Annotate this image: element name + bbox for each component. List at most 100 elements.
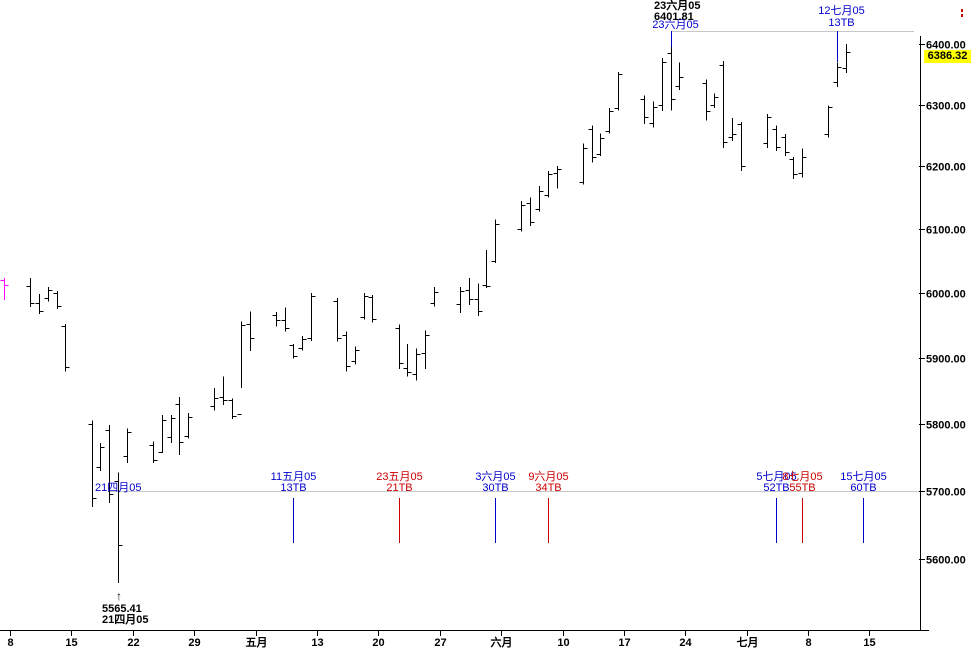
chart-label: 五月 — [246, 636, 268, 648]
ohlc-bars — [0, 42, 851, 583]
ohlc-bar — [105, 424, 114, 503]
ohlc-bar — [228, 398, 237, 420]
chart-label: 55TB — [789, 482, 815, 494]
chart-label: 六月 — [491, 635, 513, 648]
chart-label: 22 — [127, 637, 139, 648]
chart-label: 15 — [65, 637, 77, 648]
ohlc-bar — [474, 283, 483, 317]
chart-label: 5800.00 — [926, 420, 966, 432]
chart-label: 6200.00 — [926, 162, 966, 174]
chart-label: 8 — [805, 637, 811, 648]
ohlc-bar — [781, 134, 790, 156]
ohlc-bar — [763, 113, 772, 148]
chart-label: 27 — [434, 637, 446, 648]
ohlc-bar — [430, 287, 439, 307]
ohlc-bar — [333, 298, 342, 342]
chart-label: 5900.00 — [926, 354, 966, 366]
chart-label: 13 — [311, 637, 323, 648]
ohlc-bar — [789, 157, 798, 179]
chart-label: 60TB — [850, 482, 876, 494]
ohlc-bar — [114, 472, 123, 583]
ohlc-bar — [53, 290, 62, 310]
ohlc-bar — [614, 71, 623, 111]
ohlc-bar — [588, 125, 597, 163]
ohlc-bar — [26, 278, 35, 308]
ohlc-bar — [737, 121, 746, 171]
chart-label: 6400.00 — [926, 40, 966, 52]
low-annotation-date: 21四月05 — [102, 614, 149, 626]
ohlc-bar — [360, 292, 369, 320]
chart-label: 12七月05 — [818, 4, 864, 17]
chart-label: 21TB — [386, 482, 412, 494]
ohlc-bar — [0, 278, 9, 300]
ohlc-bar — [298, 336, 307, 351]
chart-label: 15 — [863, 637, 875, 648]
chart-label: 23五月05 — [376, 471, 422, 483]
chart-label: 29 — [188, 637, 200, 648]
chart-label: 10 — [557, 637, 569, 648]
chart-label: 9六月05 — [528, 470, 568, 483]
level-line-label: 21四月05 — [95, 482, 142, 494]
chart-label: 34TB — [535, 482, 561, 494]
ohlc-bar — [579, 143, 588, 185]
ohlc-bar — [605, 107, 614, 134]
ohlc-bar — [702, 79, 711, 121]
ohlc-bar — [307, 292, 316, 341]
ohlc-bar — [667, 42, 676, 111]
td-marker: 23六月05 — [652, 18, 699, 47]
ohlc-bar — [351, 346, 360, 365]
ohlc-bar — [149, 441, 158, 464]
last-price-badge: 6386.32 — [924, 50, 971, 63]
ohlc-bar — [167, 415, 176, 443]
chart-label: 8 — [7, 637, 13, 648]
chart-label: 8七月05 — [782, 470, 822, 483]
chart-label: 6300.00 — [926, 101, 966, 113]
reference-lines — [108, 31, 920, 492]
chart-label: 13TB — [280, 482, 306, 494]
ohlc-bar — [675, 62, 684, 91]
ohlc-bar — [403, 344, 412, 377]
chart-label: 6000.00 — [926, 289, 966, 301]
ohlc-bar — [421, 330, 430, 369]
chart-label: 30TB — [482, 482, 508, 494]
low-annotation-price: 5565.41 — [102, 603, 142, 615]
ohlc-bar — [88, 420, 97, 508]
ohlc-bar — [728, 118, 737, 142]
ohlc-bar — [517, 200, 526, 232]
price-axis: 6400.00 6300.00 6200.00 6100.00 6000.00 5900.… — [919, 36, 966, 630]
peak-annotation-price: 6401.81 — [654, 11, 694, 23]
ohlc-bar — [289, 344, 298, 359]
ohlc-bar — [246, 311, 255, 352]
ohlc-bar — [219, 376, 228, 406]
ohlc-bar — [210, 387, 219, 411]
chart-label: 11五月05 — [271, 471, 317, 483]
chart-label: 52TB — [763, 482, 789, 494]
ohlc-bar — [544, 170, 553, 198]
ohlc-bar — [842, 44, 851, 74]
ohlc-bar — [465, 278, 474, 306]
ohlc-bar — [658, 57, 667, 111]
ohlc-bar — [175, 397, 184, 456]
date-axis: 8 15 22 29 五月 13 20 27 六月 10 17 24 七月 8 15 — [0, 630, 929, 648]
ohlc-bar — [96, 442, 105, 472]
ohlc-bar — [395, 324, 404, 369]
chart-label: 20 — [372, 637, 384, 648]
ohlc-bar — [535, 185, 544, 212]
ohlc-bar — [35, 294, 44, 315]
ohlc-bar — [272, 312, 281, 327]
chart-label: 23六月05 — [652, 18, 698, 31]
ohlc-bar — [824, 105, 833, 138]
ohlc-bar — [158, 415, 167, 454]
chart-label: 5700.00 — [926, 487, 966, 499]
chart-label: 15七月05 — [840, 470, 886, 483]
